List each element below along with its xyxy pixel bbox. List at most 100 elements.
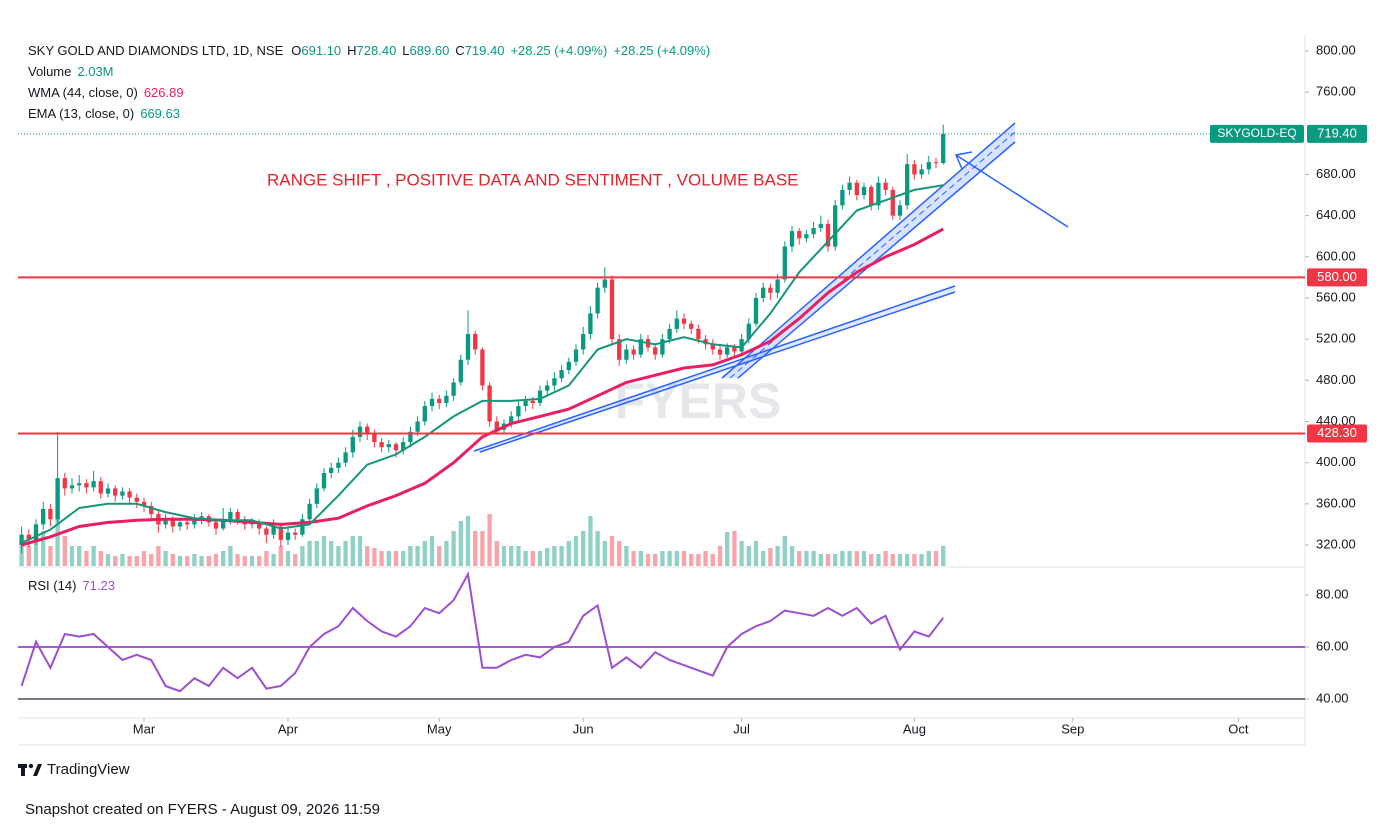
candle-body bbox=[552, 378, 557, 386]
candle-body bbox=[365, 426, 370, 434]
volume-bar bbox=[242, 556, 247, 566]
candle-body bbox=[213, 522, 219, 529]
volume-bar bbox=[537, 551, 543, 566]
candle-body bbox=[833, 205, 838, 247]
candle-body bbox=[444, 395, 449, 403]
candle-body bbox=[537, 390, 543, 403]
x-tick-label: Jul bbox=[733, 721, 750, 736]
volume-bar bbox=[710, 554, 715, 566]
ohlc-key: O bbox=[291, 43, 301, 58]
y-tick-label: 520.00 bbox=[1316, 331, 1356, 346]
trendline bbox=[721, 122, 1016, 379]
candle-body bbox=[177, 522, 183, 527]
volume-bar bbox=[444, 541, 449, 566]
y-tick-label: 400.00 bbox=[1316, 454, 1356, 469]
candle-body bbox=[530, 400, 535, 403]
volume-bar bbox=[156, 546, 161, 566]
candle-body bbox=[307, 503, 312, 520]
candle-body bbox=[897, 205, 903, 216]
volume-bar bbox=[429, 536, 435, 566]
volume-bar bbox=[343, 541, 348, 566]
brand-logo bbox=[18, 763, 42, 776]
volume-bar bbox=[501, 546, 507, 566]
change-label: +28.25 (+4.09%) bbox=[613, 43, 710, 58]
volume-bar bbox=[19, 541, 24, 566]
candle-body bbox=[840, 189, 845, 206]
candle-body bbox=[120, 491, 125, 496]
legend-value: 669.63 bbox=[140, 106, 180, 121]
candle-body bbox=[725, 347, 730, 355]
volume-bar bbox=[199, 556, 204, 566]
volume-bar bbox=[228, 546, 233, 566]
legend-value: 626.89 bbox=[144, 85, 184, 100]
candle-body bbox=[919, 169, 924, 175]
x-tick-label: Oct bbox=[1228, 721, 1249, 736]
candle-body bbox=[653, 347, 658, 355]
volume-bar bbox=[804, 551, 809, 566]
candle-body bbox=[422, 406, 427, 422]
volume-bar bbox=[264, 551, 269, 566]
candle-body bbox=[861, 186, 867, 196]
volume-bar bbox=[818, 554, 823, 566]
candle-body bbox=[847, 182, 852, 190]
volume-bar bbox=[912, 554, 917, 566]
volume-bar bbox=[782, 536, 787, 566]
candle-body bbox=[667, 328, 672, 340]
volume-bar bbox=[221, 551, 226, 566]
volume-bar bbox=[170, 554, 175, 566]
candle-body bbox=[926, 162, 931, 170]
symbol-tag bbox=[1210, 124, 1304, 143]
volume-bar bbox=[660, 551, 665, 566]
symbol-tag-label: SKYGOLD-EQ bbox=[1217, 126, 1296, 140]
volume-bar bbox=[48, 546, 53, 566]
y-tick-label: 760.00 bbox=[1316, 84, 1356, 99]
volume-bar bbox=[393, 551, 399, 566]
volume-bar bbox=[739, 541, 744, 566]
volume-bar bbox=[134, 556, 139, 566]
candle-body bbox=[458, 359, 463, 383]
volume-bar bbox=[559, 546, 564, 566]
candle-body bbox=[804, 234, 809, 239]
candle-body bbox=[141, 501, 147, 506]
drawings bbox=[473, 122, 1069, 453]
volume-bar bbox=[761, 551, 766, 566]
volume-bar bbox=[833, 554, 838, 566]
candle-body bbox=[19, 534, 24, 546]
candle-body bbox=[588, 313, 593, 335]
legend-value: 2.03M bbox=[77, 64, 113, 79]
volume-bar bbox=[177, 556, 183, 566]
candle-body bbox=[401, 442, 406, 451]
candle-body bbox=[941, 133, 946, 164]
arrow bbox=[955, 154, 1069, 228]
candle-body bbox=[163, 519, 168, 525]
price-tag-label: 719.40 bbox=[1317, 125, 1357, 140]
candle-body bbox=[329, 467, 334, 473]
ohlc-value: 719.40 bbox=[465, 43, 505, 58]
candle-body bbox=[480, 349, 485, 386]
y-tick-label: 320.00 bbox=[1316, 536, 1356, 551]
volume-bar bbox=[321, 536, 327, 566]
candle-body bbox=[264, 528, 269, 535]
candle-body bbox=[811, 228, 816, 235]
candle-body bbox=[321, 472, 327, 489]
volume-bar bbox=[545, 548, 550, 566]
volume-bar bbox=[854, 551, 859, 566]
volume-bar bbox=[120, 554, 125, 566]
volume-bar bbox=[149, 554, 154, 566]
candle-body bbox=[314, 488, 319, 504]
volume-bar bbox=[278, 546, 283, 566]
volume-bar bbox=[890, 554, 895, 566]
volume-bar bbox=[602, 541, 607, 566]
candle-body bbox=[573, 349, 579, 362]
volume-bar bbox=[667, 551, 672, 566]
candle-body bbox=[933, 162, 939, 164]
candle-body bbox=[624, 349, 629, 360]
volume-bar bbox=[523, 551, 528, 566]
volume-bar bbox=[365, 546, 370, 566]
volume-bar bbox=[271, 554, 276, 566]
volume-bar bbox=[329, 541, 334, 566]
volume-bar bbox=[861, 551, 867, 566]
ema-legend: EMA (13, close, 0) 669.63 bbox=[28, 106, 180, 121]
candle-body bbox=[127, 491, 132, 498]
level-label: 428.30 bbox=[1317, 425, 1357, 440]
